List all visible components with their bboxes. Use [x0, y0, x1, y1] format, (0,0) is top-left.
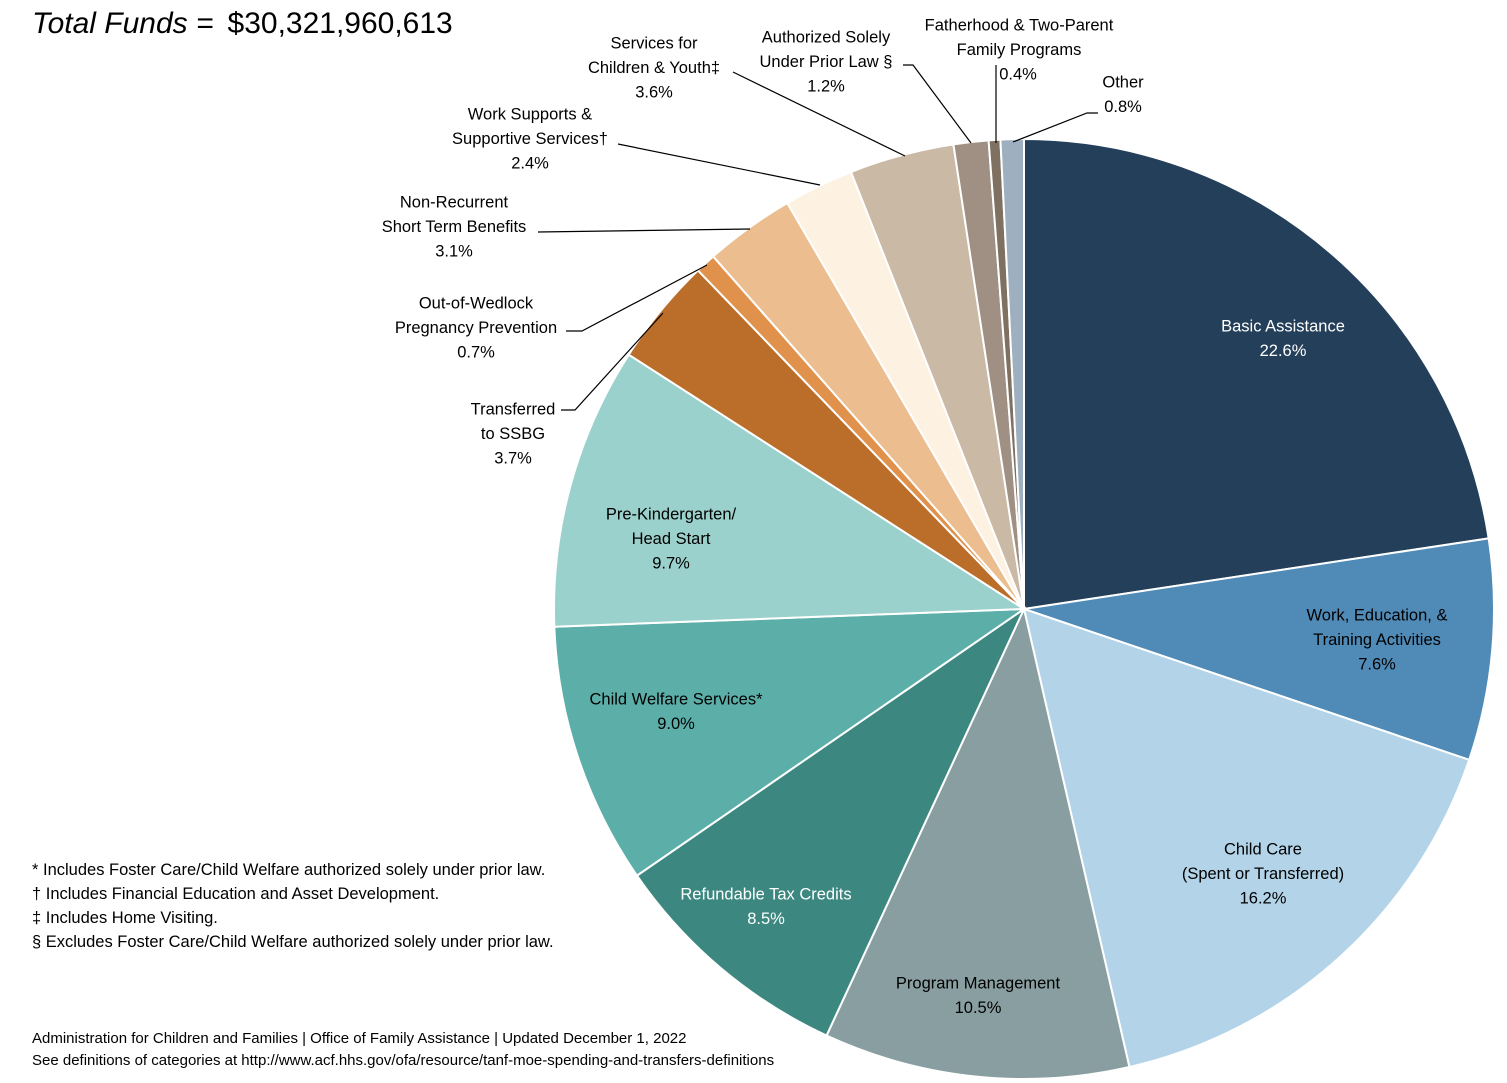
- footnote: ‡ Includes Home Visiting.: [32, 909, 218, 927]
- pie-slice: [825, 605, 1131, 1080]
- footnote: § Excludes Foster Care/Child Welfare aut…: [32, 933, 554, 951]
- slice-percent: 2.4%: [511, 154, 549, 172]
- pie-slice: [635, 606, 1027, 1037]
- slice-label: Family Programs: [957, 41, 1082, 59]
- slice-label: Training Activities: [1313, 631, 1441, 649]
- pie-slice: [999, 137, 1025, 610]
- slice-percent: 10.5%: [955, 999, 1002, 1017]
- source-note: Administration for Children and Families…: [32, 1028, 774, 1072]
- leader-line: [566, 264, 708, 332]
- slice-label: Fatherhood & Two-Parent: [925, 16, 1114, 34]
- slice-percent: 9.7%: [652, 554, 690, 572]
- slice-label: Under Prior Law §: [760, 53, 893, 71]
- pie-slice: [552, 353, 1028, 628]
- slice-percent: 8.5%: [747, 910, 785, 928]
- leader-line: [903, 64, 972, 144]
- slice-percent: 0.7%: [457, 343, 495, 361]
- slice-percent: 22.6%: [1260, 342, 1307, 360]
- slice-label: Program Management: [896, 974, 1061, 992]
- slice-label: Transferred: [471, 400, 556, 418]
- slice-percent: 3.1%: [435, 242, 473, 260]
- slice-percent: 9.0%: [657, 715, 695, 733]
- slice-percent: 3.7%: [494, 449, 532, 467]
- slice-percent: 1.2%: [807, 77, 845, 95]
- pie-slice: [1022, 607, 1471, 1069]
- total-funds-value: $30,321,960,613: [227, 7, 453, 40]
- slice-labels: Basic Assistance 22.6% Work, Education, & T…: [382, 16, 1448, 1017]
- slice-label: Child Care: [1224, 840, 1302, 858]
- slice-label: Children & Youth‡: [588, 59, 720, 77]
- leader-line: [537, 228, 751, 233]
- slice-label: Refundable Tax Credits: [680, 885, 851, 903]
- slice-label: Non-Recurrent: [400, 193, 509, 211]
- slice-label: Pre-Kindergarten/: [606, 505, 737, 523]
- footnotes: * Includes Foster Care/Child Welfare aut…: [32, 858, 554, 954]
- source-line: Administration for Children and Families…: [32, 1030, 687, 1047]
- slice-percent: 3.6%: [635, 83, 673, 101]
- slice-percent: 7.6%: [1358, 655, 1396, 673]
- slice-label: Head Start: [632, 530, 711, 548]
- slice-label: Supportive Services†: [452, 130, 608, 148]
- pie-slice: [553, 607, 1028, 878]
- pie-slice: [1023, 137, 1490, 611]
- footnote: † Includes Financial Education and Asset…: [32, 885, 440, 903]
- slice-label: Basic Assistance: [1221, 317, 1345, 335]
- leader-line: [732, 71, 906, 157]
- leader-line: [561, 312, 664, 411]
- slice-percent: 16.2%: [1240, 889, 1287, 907]
- slice-label: Work, Education, &: [1307, 606, 1448, 624]
- slice-label: Out-of-Wedlock: [419, 294, 534, 312]
- slice-label: Child Welfare Services*: [589, 690, 763, 708]
- slice-label: Services for: [610, 34, 698, 52]
- slice-percent: 0.8%: [1104, 98, 1142, 116]
- slice-label: Authorized Solely: [762, 28, 891, 46]
- slice-label: Work Supports &: [468, 105, 592, 123]
- slice-label: (Spent or Transferred): [1182, 865, 1344, 883]
- pie-slice: [1023, 537, 1496, 762]
- slice-label: Short Term Benefits: [382, 218, 527, 236]
- chart-title: Total Funds = $30,321,960,613: [32, 4, 453, 44]
- slice-label: Pregnancy Prevention: [395, 319, 557, 337]
- leader-line: [617, 143, 821, 186]
- total-funds-label: Total Funds =: [32, 7, 214, 40]
- source-line: See definitions of categories at http://…: [32, 1052, 775, 1069]
- pie-slices: [552, 137, 1496, 1080]
- leader-line: [1012, 112, 1098, 143]
- slice-percent: 0.4%: [999, 65, 1037, 83]
- slice-label: to SSBG: [481, 425, 545, 443]
- slice-label: Other: [1102, 73, 1144, 91]
- footnote: * Includes Foster Care/Child Welfare aut…: [32, 861, 546, 879]
